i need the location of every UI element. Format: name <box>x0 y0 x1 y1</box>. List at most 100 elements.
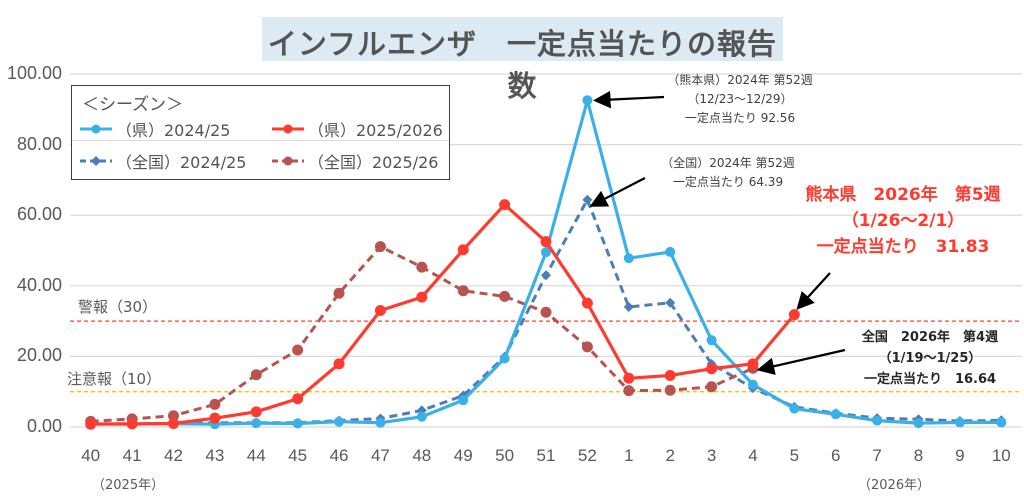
data-point <box>996 417 1007 428</box>
annotation-line: （全国）2024年 第52週 <box>661 156 795 170</box>
legend-label: （県）2025/2026 <box>308 121 443 140</box>
legend-heading: ＜シーズン＞ <box>82 95 184 115</box>
annotation-arrow <box>592 90 665 109</box>
annotation-line: （1/26〜2/1） <box>841 211 965 231</box>
year-label-start: （2025年） <box>92 478 165 493</box>
series-layer <box>85 95 1007 430</box>
x-tick-label: 2 <box>665 446 675 465</box>
legend-label: （県）2024/25 <box>116 121 231 140</box>
x-tick-label: 6 <box>831 446 841 465</box>
annotation-arrow <box>796 272 831 310</box>
y-tick-label: 0.00 <box>26 416 62 436</box>
year-label-end: （2026年） <box>858 478 931 493</box>
annotation-line: 一定点当たり 64.39 <box>672 175 784 189</box>
legend-item-pref-2024: （県）2024/25 <box>78 117 230 141</box>
x-tick-label: 10 <box>991 446 1011 465</box>
data-point <box>251 418 262 429</box>
x-tick-label: 49 <box>453 446 473 465</box>
data-point <box>664 384 676 396</box>
data-point <box>499 290 511 302</box>
chart-title: インフルエンザ 一定点当たりの報告数 <box>267 27 778 103</box>
legend-label: （全国）2025/26 <box>308 153 439 172</box>
data-point <box>747 358 759 370</box>
annotation-arrow <box>756 348 846 375</box>
series-line <box>90 203 796 426</box>
legend-divider <box>72 140 449 141</box>
data-point <box>664 369 676 381</box>
series-line <box>90 245 754 423</box>
data-point <box>374 305 386 317</box>
data-point <box>85 418 97 430</box>
x-tick-label: 7 <box>872 446 882 465</box>
annotation-line: 熊本県 2026年 第5週 <box>805 185 1001 205</box>
x-tick-label: 44 <box>246 446 266 465</box>
data-point <box>209 412 221 424</box>
x-tick-label: 9 <box>955 446 965 465</box>
y-tick-label: 80.00 <box>16 133 62 154</box>
data-point <box>954 417 965 428</box>
data-point <box>126 418 138 430</box>
annotation-pref-peak: （熊本県）2024年 第52週 （12/23〜12/29） 一定点当たり 92.… <box>620 71 860 128</box>
data-point <box>665 246 676 257</box>
data-point <box>581 297 593 309</box>
data-point <box>789 403 800 414</box>
threshold-lines <box>70 320 1022 393</box>
x-tick-label: 3 <box>706 446 717 465</box>
data-point <box>167 410 179 422</box>
data-point <box>623 253 634 264</box>
data-point <box>623 385 635 397</box>
data-point <box>292 418 303 429</box>
data-point <box>209 398 221 410</box>
data-point <box>706 363 718 375</box>
legend-marker-pref-2024-icon <box>80 124 112 134</box>
data-point <box>830 409 841 420</box>
y-tick-label: 40.00 <box>16 274 62 295</box>
data-point <box>416 291 428 303</box>
data-point <box>788 309 800 321</box>
x-tick-label: 50 <box>495 446 515 465</box>
x-tick-label: 1 <box>624 446 634 465</box>
data-point <box>747 379 758 390</box>
data-point <box>623 301 634 312</box>
data-point <box>375 417 386 428</box>
x-tick-label: 52 <box>577 446 597 465</box>
annotation-arrows <box>589 90 846 375</box>
data-point <box>458 395 469 406</box>
data-point <box>623 372 635 384</box>
data-point <box>250 406 262 418</box>
y-tick-label: 20.00 <box>16 345 62 366</box>
data-point <box>374 241 386 253</box>
x-tick-label: 4 <box>748 446 758 465</box>
y-tick-label: 100.00 <box>6 63 62 83</box>
annotation-national-peak: （全国）2024年 第52週 一定点当たり 64.39 <box>628 154 828 192</box>
annotation-arrow <box>589 177 646 207</box>
data-point <box>167 417 179 429</box>
legend-item-pref-2025: （県）2025/2026 <box>270 117 443 141</box>
legend-label: （全国）2024/25 <box>116 153 247 172</box>
annotation-line: 一定点当たり 31.83 <box>816 237 990 257</box>
legend-marker-nat-2025-icon <box>272 156 304 166</box>
data-point <box>334 416 345 427</box>
legend-item-nat-2025: （全国）2025/26 <box>270 149 438 173</box>
x-tick-label: 46 <box>329 446 349 465</box>
data-point <box>416 411 427 422</box>
data-point <box>416 261 428 273</box>
chart-title-box: インフルエンザ 一定点当たりの報告数 <box>262 17 783 103</box>
data-point <box>499 199 511 211</box>
data-point <box>333 287 345 299</box>
annotation-line: （熊本県）2024年 第52週 <box>667 73 813 87</box>
data-point <box>333 358 345 370</box>
data-point <box>541 270 551 281</box>
annotation-line: 一定点当たり 92.56 <box>684 111 796 125</box>
x-tick-label: 41 <box>122 446 142 465</box>
x-tick-label: 8 <box>913 446 924 465</box>
data-point <box>499 353 510 364</box>
legend-marker-pref-2025-icon <box>272 124 304 134</box>
x-tick-label: 51 <box>536 446 556 465</box>
legend: ＜シーズン＞ （県）2024/25 （県）2025/2026 （全国）2024/… <box>71 85 450 180</box>
annotation-line: （1/19〜1/25） <box>878 351 982 366</box>
data-point <box>540 306 552 318</box>
legend-marker-nat-2024-icon <box>80 156 112 166</box>
data-point <box>581 341 593 353</box>
